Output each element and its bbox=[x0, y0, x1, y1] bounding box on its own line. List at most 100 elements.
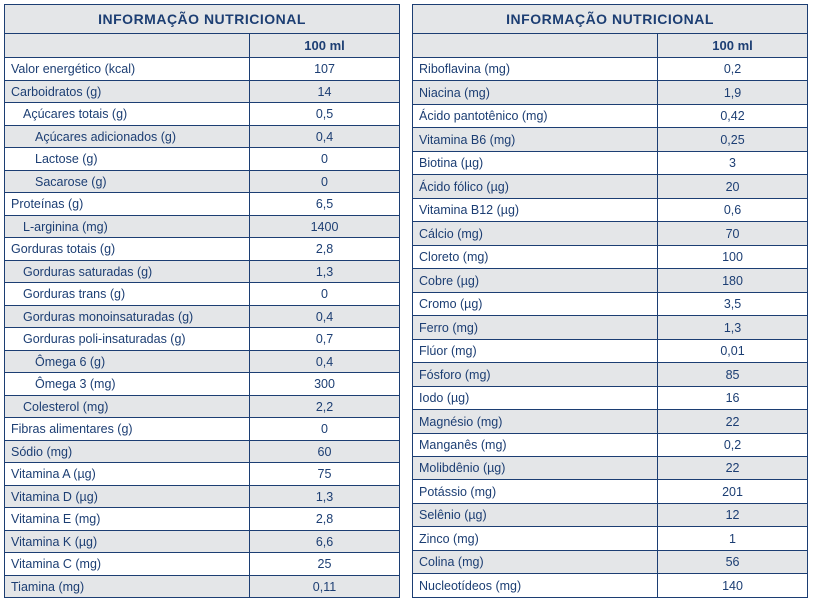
table-row: Molibdênio (µg)22 bbox=[413, 456, 808, 479]
nutrient-label: Sódio (mg) bbox=[5, 440, 250, 463]
table-row: Iodo (µg)16 bbox=[413, 386, 808, 409]
col-amount: 100 ml bbox=[250, 34, 400, 58]
table-row: Valor energético (kcal)107 bbox=[5, 58, 400, 81]
table-row: Vitamina C (mg)25 bbox=[5, 553, 400, 576]
table-row: Fósforo (mg)85 bbox=[413, 363, 808, 386]
nutrient-label: Vitamina B12 (µg) bbox=[413, 198, 658, 221]
nutrient-label: Fósforo (mg) bbox=[413, 363, 658, 386]
table-row: Colesterol (mg)2,2 bbox=[5, 395, 400, 418]
table-row: Proteínas (g)6,5 bbox=[5, 193, 400, 216]
nutrient-value: 1,3 bbox=[250, 485, 400, 508]
nutrient-value: 12 bbox=[658, 503, 808, 526]
table-row: Gorduras monoinsaturadas (g)0,4 bbox=[5, 305, 400, 328]
nutrient-value: 0,6 bbox=[658, 198, 808, 221]
tbody-right: Riboflavina (mg)0,2Niacina (mg)1,9Ácido … bbox=[413, 58, 808, 598]
nutrient-value: 0,01 bbox=[658, 339, 808, 362]
table-title: INFORMAÇÃO NUTRICIONAL bbox=[413, 5, 808, 34]
nutrient-label: Riboflavina (mg) bbox=[413, 58, 658, 81]
nutrient-label: Manganês (mg) bbox=[413, 433, 658, 456]
tbody-left: Valor energético (kcal)107Carboidratos (… bbox=[5, 58, 400, 598]
nutrient-value: 100 bbox=[658, 245, 808, 268]
nutrient-label: Iodo (µg) bbox=[413, 386, 658, 409]
table-row: Biotina (µg)3 bbox=[413, 151, 808, 174]
table-row: Gorduras poli-insaturadas (g)0,7 bbox=[5, 328, 400, 351]
nutrient-value: 107 bbox=[250, 58, 400, 81]
table-row: Cobre (µg)180 bbox=[413, 269, 808, 292]
table-row: Vitamina D (µg)1,3 bbox=[5, 485, 400, 508]
table-row: Nucleotídeos (mg)140 bbox=[413, 574, 808, 598]
nutrient-label: Colina (mg) bbox=[413, 550, 658, 573]
nutrient-value: 0 bbox=[250, 148, 400, 171]
nutrient-value: 75 bbox=[250, 463, 400, 486]
table-row: Vitamina B6 (mg)0,25 bbox=[413, 128, 808, 151]
nutrient-value: 0 bbox=[250, 170, 400, 193]
nutrient-value: 16 bbox=[658, 386, 808, 409]
nutrient-value: 1,9 bbox=[658, 81, 808, 104]
nutrient-value: 180 bbox=[658, 269, 808, 292]
table-row: Cloreto (mg)100 bbox=[413, 245, 808, 268]
nutrient-label: Proteínas (g) bbox=[5, 193, 250, 216]
table-row: Açúcares adicionados (g)0,4 bbox=[5, 125, 400, 148]
table-row: Ômega 3 (mg)300 bbox=[5, 373, 400, 396]
table-row: Ferro (mg)1,3 bbox=[413, 316, 808, 339]
nutrient-label: L-arginina (mg) bbox=[5, 215, 250, 238]
table-row: Niacina (mg)1,9 bbox=[413, 81, 808, 104]
nutrient-value: 0,4 bbox=[250, 305, 400, 328]
nutrition-table-left: INFORMAÇÃO NUTRICIONAL 100 ml Valor ener… bbox=[4, 4, 400, 598]
table-row: Fibras alimentares (g)0 bbox=[5, 418, 400, 441]
table-title: INFORMAÇÃO NUTRICIONAL bbox=[5, 5, 400, 34]
table-row: Vitamina E (mg)2,8 bbox=[5, 508, 400, 531]
nutrient-label: Cobre (µg) bbox=[413, 269, 658, 292]
nutrient-label: Ômega 3 (mg) bbox=[5, 373, 250, 396]
nutrient-label: Sacarose (g) bbox=[5, 170, 250, 193]
table-row: L-arginina (mg)1400 bbox=[5, 215, 400, 238]
nutrient-label: Lactose (g) bbox=[5, 148, 250, 171]
nutrient-value: 1400 bbox=[250, 215, 400, 238]
nutrient-label: Biotina (µg) bbox=[413, 151, 658, 174]
nutrient-label: Cálcio (mg) bbox=[413, 222, 658, 245]
nutrient-value: 0,4 bbox=[250, 350, 400, 373]
table-row: Cromo (µg)3,5 bbox=[413, 292, 808, 315]
nutrient-value: 300 bbox=[250, 373, 400, 396]
nutrient-label: Vitamina E (mg) bbox=[5, 508, 250, 531]
nutrient-label: Molibdênio (µg) bbox=[413, 456, 658, 479]
table-row: Gorduras trans (g)0 bbox=[5, 283, 400, 306]
table-row: Vitamina A (µg)75 bbox=[5, 463, 400, 486]
tables-wrapper: INFORMAÇÃO NUTRICIONAL 100 ml Valor ener… bbox=[4, 4, 810, 598]
nutrient-value: 0,42 bbox=[658, 104, 808, 127]
nutrient-label: Gorduras saturadas (g) bbox=[5, 260, 250, 283]
nutrient-label: Magnésio (mg) bbox=[413, 410, 658, 433]
nutrient-label: Zinco (mg) bbox=[413, 527, 658, 550]
nutrient-value: 3,5 bbox=[658, 292, 808, 315]
table-row: Sacarose (g)0 bbox=[5, 170, 400, 193]
table-row: Manganês (mg)0,2 bbox=[413, 433, 808, 456]
nutrient-label: Colesterol (mg) bbox=[5, 395, 250, 418]
nutrient-label: Ferro (mg) bbox=[413, 316, 658, 339]
nutrient-value: 3 bbox=[658, 151, 808, 174]
nutrient-value: 2,2 bbox=[250, 395, 400, 418]
nutrient-value: 0 bbox=[250, 418, 400, 441]
nutrient-label: Fibras alimentares (g) bbox=[5, 418, 250, 441]
nutrient-label: Açúcares adicionados (g) bbox=[5, 125, 250, 148]
nutrient-value: 60 bbox=[250, 440, 400, 463]
nutrient-label: Açúcares totais (g) bbox=[5, 103, 250, 126]
table-row: Vitamina K (µg)6,6 bbox=[5, 530, 400, 553]
nutrient-label: Vitamina K (µg) bbox=[5, 530, 250, 553]
nutrient-label: Vitamina A (µg) bbox=[5, 463, 250, 486]
nutrient-label: Niacina (mg) bbox=[413, 81, 658, 104]
nutrient-value: 22 bbox=[658, 410, 808, 433]
table-row: Cálcio (mg)70 bbox=[413, 222, 808, 245]
nutrient-value: 2,8 bbox=[250, 508, 400, 531]
table-row: Colina (mg)56 bbox=[413, 550, 808, 573]
nutrient-value: 2,8 bbox=[250, 238, 400, 261]
table-row: Magnésio (mg)22 bbox=[413, 410, 808, 433]
nutrient-value: 20 bbox=[658, 175, 808, 198]
nutrient-label: Nucleotídeos (mg) bbox=[413, 574, 658, 598]
nutrient-label: Gorduras totais (g) bbox=[5, 238, 250, 261]
table-row: Ácido fólico (µg)20 bbox=[413, 175, 808, 198]
nutrient-value: 0,11 bbox=[250, 575, 400, 598]
nutrient-value: 25 bbox=[250, 553, 400, 576]
nutrient-label: Flúor (mg) bbox=[413, 339, 658, 362]
col-amount: 100 ml bbox=[658, 34, 808, 58]
nutrient-label: Gorduras trans (g) bbox=[5, 283, 250, 306]
